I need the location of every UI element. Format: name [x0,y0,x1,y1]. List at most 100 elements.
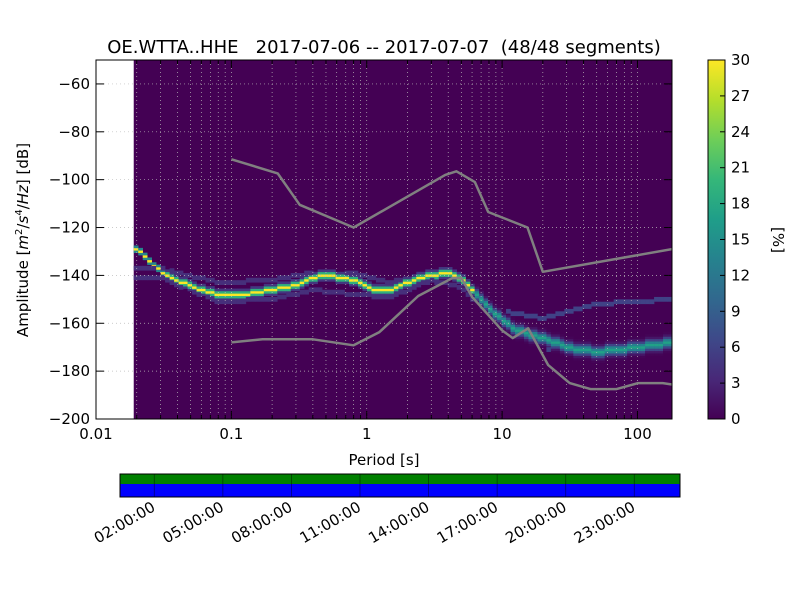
heatmap-cell [380,286,386,289]
heatmap-cell [506,329,511,332]
heatmap-cell [613,350,619,354]
heatmap-cell [618,341,623,344]
heatmap-cell [259,288,265,292]
heatmap-cell [133,275,139,281]
heatmap-cell [658,348,664,352]
heatmap-cell [636,299,641,305]
colorbar-tick-label: 21 [731,159,750,177]
heatmap-cell [174,282,179,288]
heatmap-cell [631,343,637,347]
heatmap-cell [564,346,570,349]
heatmap-cell [479,300,484,304]
colorbar-tick-label: 30 [731,51,750,69]
heatmap-cell [236,280,242,285]
heatmap-cell [358,281,363,285]
heatmap-cell [559,311,565,317]
heatmap-cell [183,283,188,287]
heatmap-cell [425,271,431,275]
heatmap-cell [564,336,570,340]
heatmap-cell [393,277,399,283]
heatmap-cell [555,346,561,349]
heatmap-cell [214,293,220,297]
heatmap-cell [232,280,238,285]
heatmap-cell [609,348,614,352]
heatmap-cell [398,277,404,283]
heatmap-cell [649,343,655,347]
heatmap-cell [461,274,466,277]
heatmap-cell [636,355,641,359]
heatmap-cell [268,288,274,292]
heatmap-cell [402,278,408,282]
heatmap-cell [201,283,206,287]
heatmap-cell [322,278,327,282]
heatmap-cell [532,334,538,337]
heatmap-cell [519,319,525,323]
heatmap-cell [151,262,157,265]
heatmap-cell [519,311,525,317]
heatmap-cell [631,355,637,359]
heatmap-cell [515,329,520,332]
heatmap-cell [564,308,570,314]
heatmap-cell [550,350,556,354]
heatmap-cell [389,280,395,285]
noise-models [231,158,672,391]
heatmap-cell [537,338,543,342]
heatmap-cell [627,336,632,340]
heatmap-cell [501,326,507,330]
heatmap-cell [317,271,323,275]
heatmap-cell [568,341,574,344]
heatmap-cell [331,271,336,275]
heatmap-cell [196,292,202,297]
heatmap-cell [609,346,614,349]
heatmap-cell [138,265,144,271]
heatmap-cell [402,281,408,285]
heatmap-cell [582,355,588,359]
heatmap-cell [591,357,597,361]
heatmap-cell [528,338,534,342]
heatmap-cell [411,276,417,280]
heatmap-cell [344,278,350,282]
heatmap-cell [586,338,592,342]
heatmap-cell [573,338,579,342]
heatmap-cell [528,326,534,330]
heatmap-cell [492,307,498,311]
heatmap-cell [295,288,300,292]
heatmap-cell [470,283,475,287]
x-tick-label: 0.1 [219,425,243,443]
heatmap-cell [295,292,300,297]
heatmap-cell [313,276,318,280]
y-tick-label: −200 [49,410,90,428]
colorbar-tick-label: 6 [731,338,741,356]
heatmap-cell [263,296,269,302]
heatmap-cell [183,278,188,282]
heatmap-cell [201,290,206,294]
heatmap-cell [389,288,395,292]
heatmap-cell [366,281,372,285]
heatmap-cell [358,283,363,287]
heatmap-cell [636,338,641,342]
heatmap-cell [622,350,628,354]
heatmap-cell [604,348,610,352]
heatmap-cell [196,275,202,281]
heatmap-cell [595,348,601,352]
heatmap-cell [568,355,574,359]
heatmap-cell [546,341,552,344]
heatmap-cell [344,270,350,276]
heatmap-cell [416,278,422,282]
heatmap-cell [227,299,233,305]
heatmap-cell [366,275,372,281]
colorbar-tick-label: 0 [731,410,741,428]
heatmap-cell [609,341,614,344]
heatmap-cell [322,289,327,295]
heatmap-cell [627,355,632,359]
heatmap-cell [263,277,269,283]
heatmap-cell [577,348,583,352]
heatmap-cell [443,274,449,277]
heatmap-cell [340,281,345,285]
heatmap-cell [667,338,672,342]
heatmap-cell [667,348,672,352]
heatmap-cell [667,336,672,340]
heatmap-cell [573,343,579,347]
time-tick-label: 02:00:00 [91,498,158,547]
heatmap-cell [600,357,606,361]
